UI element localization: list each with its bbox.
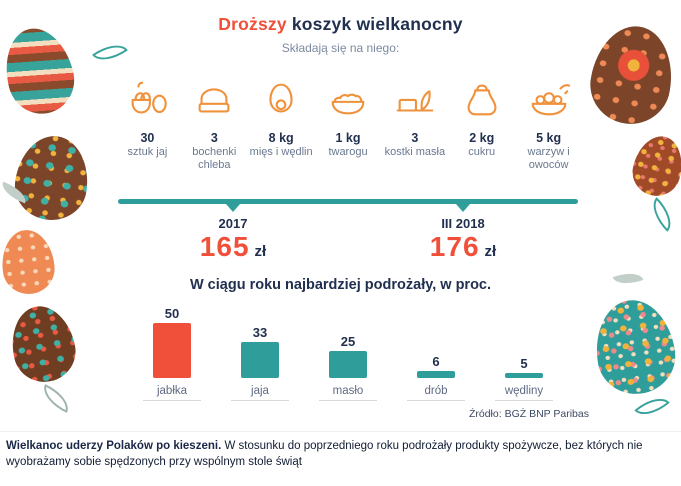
- bar-column-eggs: 33 jaja: [216, 300, 304, 401]
- timeline-price: 165: [199, 231, 250, 262]
- leaf-icon: [37, 384, 75, 413]
- bar-column-apples: 50 jabłka: [128, 300, 216, 401]
- leaf-icon: [644, 197, 680, 232]
- bar-stack: 5: [505, 300, 543, 378]
- item-label: kostki masła: [384, 146, 446, 158]
- decor-egg-teal-dotted: [589, 295, 681, 399]
- decor-egg-striped: [0, 21, 82, 121]
- bar-category-underline: [495, 400, 553, 401]
- timeline-price: 176: [429, 231, 480, 262]
- bar-category: jaja: [251, 385, 269, 397]
- item-label: sztuk jaj: [127, 146, 168, 158]
- basket-item-bread: 3 bochenki chleba: [181, 76, 248, 173]
- bar-value: 6: [432, 354, 440, 370]
- decor-egg-brown-teal-dots: [4, 300, 82, 388]
- basket-item-curd: 1 kg twarogu: [315, 76, 382, 173]
- item-label: bochenki chleba: [192, 146, 237, 172]
- sugar-bag-icon: [449, 76, 514, 128]
- ham-icon: [249, 76, 314, 128]
- bread-icon: [182, 76, 247, 128]
- footer-caption: Wielkanoc uderzy Polaków po kieszeni. W …: [6, 438, 675, 470]
- bar-category: jabłka: [156, 385, 188, 397]
- butter-icon: [382, 76, 447, 128]
- decor-egg-dotted-brown: [10, 131, 94, 225]
- produce-bowl-icon: [516, 76, 581, 128]
- item-label: twarogu: [328, 146, 368, 158]
- bar-value: 25: [340, 333, 356, 349]
- basket-item-sugar: 2 kg cukru: [448, 76, 515, 173]
- timeline-price-row: 165 zł: [148, 231, 318, 263]
- timeline-point-2017: 2017 165 zł: [148, 216, 318, 263]
- basket-item-meat: 8 kg mięs i wędlin: [248, 76, 315, 173]
- item-qty: 8 kg: [268, 131, 294, 145]
- item-qty: 3: [210, 131, 218, 145]
- bar-column-coldcuts: 5 wędliny: [480, 300, 568, 401]
- bar-stack: 6: [417, 300, 455, 378]
- bar: [153, 323, 191, 378]
- basket-item-butter: 3 kostki masła: [381, 76, 448, 173]
- item-label: cukru: [468, 146, 496, 158]
- item-qty: 1 kg: [335, 131, 361, 145]
- bar-value: 5: [520, 355, 528, 371]
- footer-lead: Wielkanoc uderzy Polaków po kieszeni.: [6, 440, 222, 452]
- source-credit: Źródło: BGŻ BNP Paribas: [468, 408, 589, 420]
- subtitle: Składają się na niego:: [281, 41, 400, 55]
- bar-column-poultry: 6 drób: [392, 300, 480, 401]
- bar: [505, 372, 543, 378]
- bar: [329, 350, 367, 378]
- bar-stack: 33: [241, 300, 279, 378]
- bar-value: 33: [252, 324, 268, 340]
- timeline-point-2018: III 2018 176 zł: [378, 216, 548, 263]
- leaf-icon: [634, 389, 670, 424]
- item-label: mięs i wędlin: [249, 146, 313, 158]
- timeline-bar: [118, 199, 578, 204]
- chart-title: W ciągu roku najbardziej podrożały, w pr…: [189, 277, 492, 293]
- basket-item-produce: 5 kg warzyw i owoców: [515, 76, 582, 173]
- title-highlight: Droższy: [218, 14, 287, 34]
- bar-category-underline: [231, 400, 289, 401]
- bar: [417, 371, 455, 378]
- timeline-price-row: 176 zł: [378, 231, 548, 263]
- bar-column-butter: 25 masło: [304, 300, 392, 401]
- timeline-marker-2018: [456, 204, 470, 212]
- footer-text: W stosunku do poprzedniego roku podrożał…: [6, 440, 643, 469]
- bar-category: wędliny: [504, 385, 544, 397]
- bar-category: drób: [424, 385, 448, 397]
- timeline-marker-2017: [226, 204, 240, 212]
- bar-category-underline: [407, 400, 465, 401]
- bar-stack: 25: [329, 300, 367, 378]
- decor-egg-flower: [584, 19, 680, 131]
- bar-chart: 50 jabłka 33 jaja 25 masło 6: [128, 300, 568, 401]
- item-qty: 3: [411, 131, 419, 145]
- item-label: warzyw i owoców: [527, 146, 570, 172]
- page-title: Droższy koszyk wielkanocny: [0, 14, 681, 35]
- footer-divider: [0, 431, 681, 432]
- bar-value: 50: [164, 306, 180, 321]
- timeline-currency: zł: [484, 243, 497, 260]
- bar-stack: 50: [153, 300, 191, 378]
- bar-category-underline: [143, 400, 201, 401]
- timeline-period: III 2018: [441, 216, 485, 231]
- curd-bowl-icon: [316, 76, 381, 128]
- timeline-period: 2017: [218, 216, 248, 231]
- bar: [241, 341, 279, 378]
- bar-category-underline: [319, 400, 377, 401]
- item-qty: 2 kg: [469, 131, 495, 145]
- item-qty: 30: [140, 131, 155, 145]
- bar-category: masło: [332, 385, 364, 397]
- eggs-icon: [115, 76, 180, 128]
- decor-egg-small-right: [627, 131, 681, 201]
- item-qty: 5 kg: [536, 131, 562, 145]
- basket-item-eggs: 30 sztuk jaj: [114, 76, 181, 173]
- basket-items-row: 30 sztuk jaj 3 bochenki chleba 8 kg mięs: [114, 76, 582, 173]
- timeline-currency: zł: [254, 243, 267, 260]
- title-rest: koszyk wielkanocny: [286, 14, 463, 34]
